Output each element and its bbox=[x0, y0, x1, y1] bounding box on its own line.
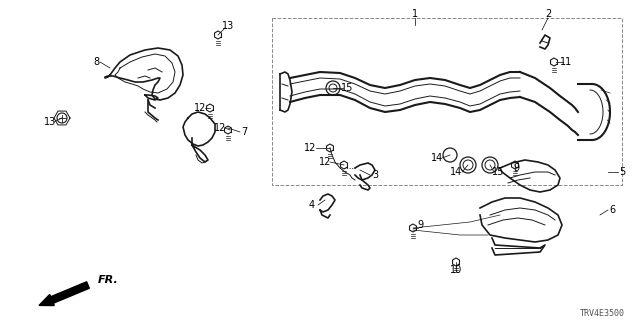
Text: 10: 10 bbox=[450, 265, 462, 275]
Text: TRV4E3500: TRV4E3500 bbox=[580, 308, 625, 317]
FancyArrow shape bbox=[39, 282, 90, 306]
Text: 3: 3 bbox=[372, 170, 378, 180]
Text: 14: 14 bbox=[450, 167, 462, 177]
Text: 4: 4 bbox=[309, 200, 315, 210]
Text: 9: 9 bbox=[513, 163, 519, 173]
Text: 12: 12 bbox=[319, 157, 331, 167]
Text: 5: 5 bbox=[619, 167, 625, 177]
Text: 1: 1 bbox=[412, 9, 418, 19]
Text: 7: 7 bbox=[241, 127, 247, 137]
Text: 14: 14 bbox=[431, 153, 443, 163]
Text: 6: 6 bbox=[609, 205, 615, 215]
Text: 13: 13 bbox=[44, 117, 56, 127]
Text: FR.: FR. bbox=[98, 275, 119, 285]
Text: 15: 15 bbox=[492, 167, 504, 177]
Bar bbox=[272, 18, 622, 185]
Text: 9: 9 bbox=[417, 220, 423, 230]
Text: 12: 12 bbox=[214, 123, 226, 133]
Text: 2: 2 bbox=[545, 9, 551, 19]
Text: 13: 13 bbox=[222, 21, 234, 31]
Text: 8: 8 bbox=[93, 57, 99, 67]
Text: 11: 11 bbox=[560, 57, 572, 67]
Text: 12: 12 bbox=[304, 143, 316, 153]
Text: 12: 12 bbox=[194, 103, 206, 113]
Text: 15: 15 bbox=[341, 83, 353, 93]
